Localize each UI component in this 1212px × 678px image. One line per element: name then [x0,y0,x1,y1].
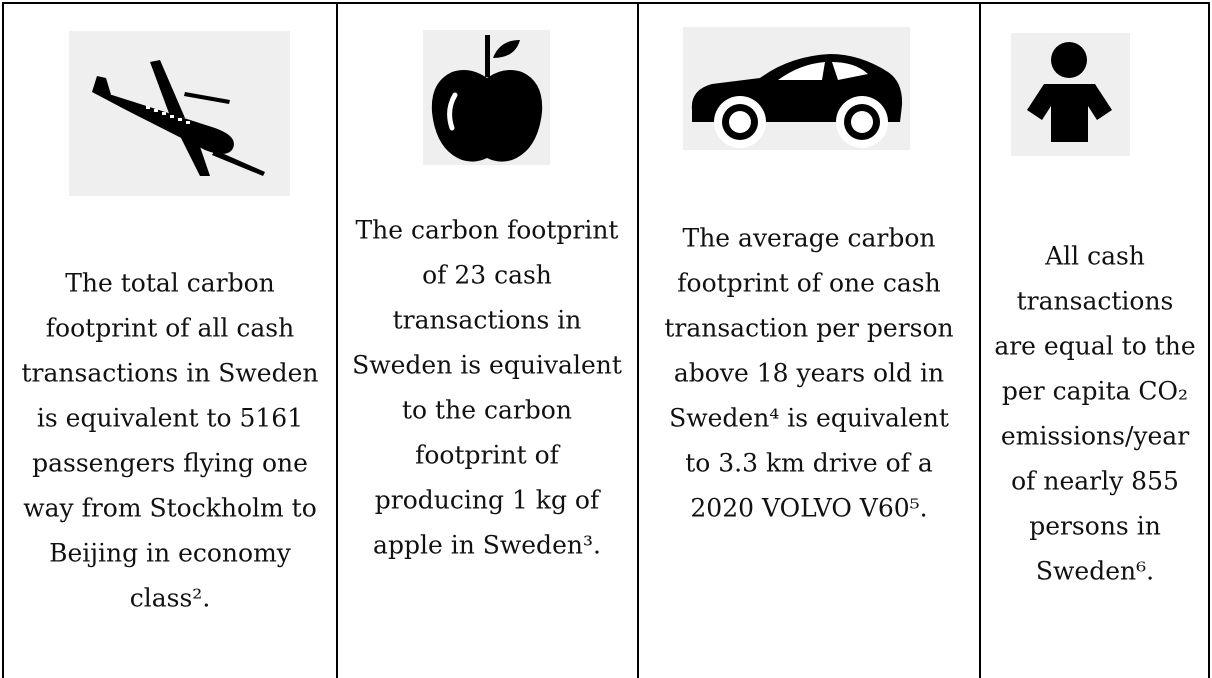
cell-text-line: way from Stockholm to [23,494,317,523]
cell-text-line: All cash [1044,242,1145,271]
cell-text-line: of 23 cash [422,261,552,290]
cell-text-line: emissions/year [1001,422,1189,451]
cell-text-line: of nearly 855 [1011,467,1179,496]
cell-text-line: Sweden⁶. [1036,557,1154,586]
cell-text-line: class². [130,584,211,613]
cell-text-line: transactions in Sweden [22,359,319,388]
cell-text-line: persons in [1029,512,1161,541]
car-icon [683,27,910,150]
cell-text-line: above 18 years old in [674,359,944,388]
cell-text-line: The total carbon [65,269,275,298]
cell-text-line: The average carbon [683,224,936,253]
cell-text-line: 2020 VOLVO V60⁵. [690,494,927,523]
cell-text-line: is equivalent to 5161 [37,404,303,433]
cell-text-line: passengers flying one [32,449,308,478]
cell-text-line: to the carbon [402,396,572,425]
person-icon [1011,33,1130,156]
cell-text-line: footprint of [415,441,560,470]
cell-text-line: Sweden⁴ is equivalent [669,404,949,433]
cell-text-line: footprint of one cash [677,269,940,298]
cell-text-line: to 3.3 km drive of a [685,449,933,478]
cell-text-line: Sweden is equivalent [352,351,622,380]
cell-text-line: transactions [1017,287,1174,316]
apple-icon [423,30,550,165]
cell-text-line: are equal to the [994,332,1195,361]
cell-text-line: transaction per person [664,314,953,343]
plane-icon [69,31,290,196]
cell-text-line: per capita CO₂ [1002,377,1188,406]
cell-text-line: producing 1 kg of [375,486,601,515]
cell-text-line: apple in Sweden³. [373,531,601,560]
cell-text-line: Beijing in economy [49,539,292,568]
cell-text-line: footprint of all cash [46,314,294,343]
cell-text-line: transactions in [393,306,582,335]
cell-text-line: The carbon footprint [356,216,619,245]
